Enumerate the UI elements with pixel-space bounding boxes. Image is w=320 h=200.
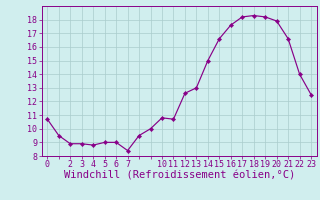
X-axis label: Windchill (Refroidissement éolien,°C): Windchill (Refroidissement éolien,°C) [64,171,295,181]
